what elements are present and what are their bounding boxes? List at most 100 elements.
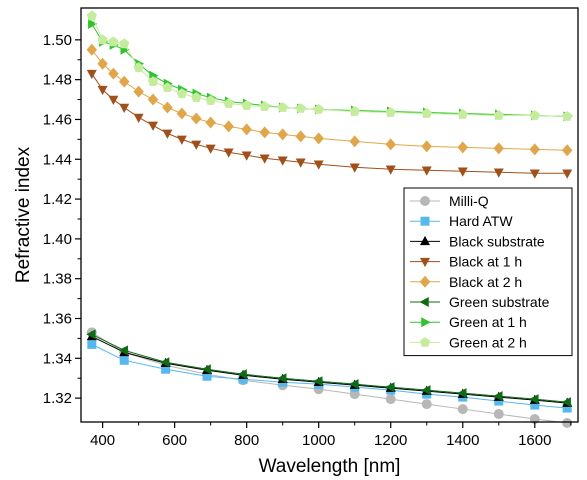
legend-marker: [419, 297, 429, 307]
x-tick-label: 400: [90, 432, 115, 449]
series-layer: [86, 10, 573, 428]
data-point: [562, 403, 572, 413]
data-point: [349, 106, 360, 116]
data-point: [529, 394, 539, 405]
data-point: [202, 371, 212, 381]
data-point: [313, 160, 324, 170]
data-point: [241, 123, 252, 136]
y-tick-label: 1.38: [43, 271, 72, 288]
data-point: [385, 138, 396, 151]
data-point: [277, 102, 288, 112]
data-point: [421, 140, 432, 153]
data-point: [529, 110, 540, 120]
axes-layer: 400 600 800 1000 1200 1400 1600 1.32 1.34 1.36 1.3…: [43, 32, 572, 449]
legend-item-green-at-1-h: Green at 1 h: [410, 314, 527, 330]
legend-label: Green at 1 h: [449, 314, 527, 330]
data-point: [86, 10, 97, 21]
legend-marker: [420, 216, 430, 226]
data-point: [108, 36, 119, 47]
data-point: [421, 399, 432, 410]
x-tick-label: 1400: [446, 432, 479, 449]
data-point: [97, 34, 108, 45]
data-point: [385, 394, 396, 405]
data-point: [562, 111, 573, 121]
data-point: [160, 357, 170, 368]
data-point: [97, 57, 108, 70]
x-tick-label: 800: [234, 432, 259, 449]
data-point: [176, 107, 188, 120]
series-line: [91, 73, 568, 174]
series-green-at-1-h: [88, 18, 573, 122]
y-tick-label: 1.48: [43, 72, 72, 89]
series-line: [91, 15, 568, 117]
data-point: [259, 154, 270, 164]
data-point: [118, 345, 128, 356]
data-point: [223, 98, 234, 108]
legend-label: Milli-Q: [449, 193, 489, 209]
data-point: [385, 107, 396, 117]
y-tick-label: 1.40: [43, 231, 72, 248]
data-point: [457, 388, 467, 399]
data-point: [87, 339, 97, 349]
legend-label: Green at 2 h: [449, 334, 527, 350]
data-point: [241, 100, 252, 110]
data-point: [133, 113, 144, 123]
data-point: [562, 417, 573, 428]
series-line: [91, 23, 568, 117]
data-point: [238, 374, 248, 384]
data-point: [562, 169, 573, 179]
x-axis-title: Wavelength [nm]: [259, 456, 401, 477]
data-point: [385, 382, 395, 393]
data-point: [313, 376, 323, 387]
data-point: [108, 67, 119, 80]
data-point: [176, 135, 187, 145]
legend-item-green-at-2-h: Green at 2 h: [410, 334, 527, 350]
legend-label: Green substrate: [449, 294, 550, 310]
legend-item-black-substrate: Black substrate: [410, 233, 545, 249]
data-point: [147, 93, 159, 106]
data-point: [237, 369, 247, 380]
y-axis-title: Refractive index: [13, 146, 34, 283]
legend-box: [403, 187, 573, 357]
data-point: [88, 18, 98, 29]
data-point: [205, 116, 216, 129]
data-point: [313, 132, 324, 145]
data-point: [191, 140, 202, 150]
data-point: [176, 88, 187, 98]
data-point: [349, 135, 360, 148]
data-point: [148, 121, 159, 131]
data-point: [561, 144, 573, 157]
data-point: [259, 101, 270, 111]
data-point: [162, 101, 173, 114]
data-point: [529, 143, 541, 156]
series-line: [91, 335, 568, 404]
data-point: [493, 142, 505, 155]
legend-label: Black substrate: [449, 233, 545, 249]
legend-marker: [420, 257, 430, 268]
data-point: [147, 76, 159, 87]
data-point: [86, 69, 97, 80]
legend-marker: [420, 196, 430, 206]
data-point: [421, 108, 432, 118]
data-point: [493, 110, 504, 120]
data-point: [259, 126, 270, 139]
data-point: [349, 163, 360, 173]
data-point: [119, 355, 129, 365]
data-point: [162, 82, 173, 92]
data-point: [421, 385, 431, 396]
data-point: [97, 85, 108, 96]
data-point: [133, 62, 144, 73]
data-point: [295, 103, 306, 113]
data-point: [205, 95, 216, 105]
data-point: [530, 400, 540, 410]
data-point: [205, 144, 216, 154]
legend-marker: [420, 235, 430, 246]
data-point: [201, 364, 211, 375]
series-black-at-1-h: [86, 69, 573, 179]
data-point: [457, 167, 468, 177]
series-line: [91, 332, 568, 424]
data-point: [223, 148, 234, 158]
data-point: [223, 120, 234, 133]
data-point: [277, 156, 288, 166]
